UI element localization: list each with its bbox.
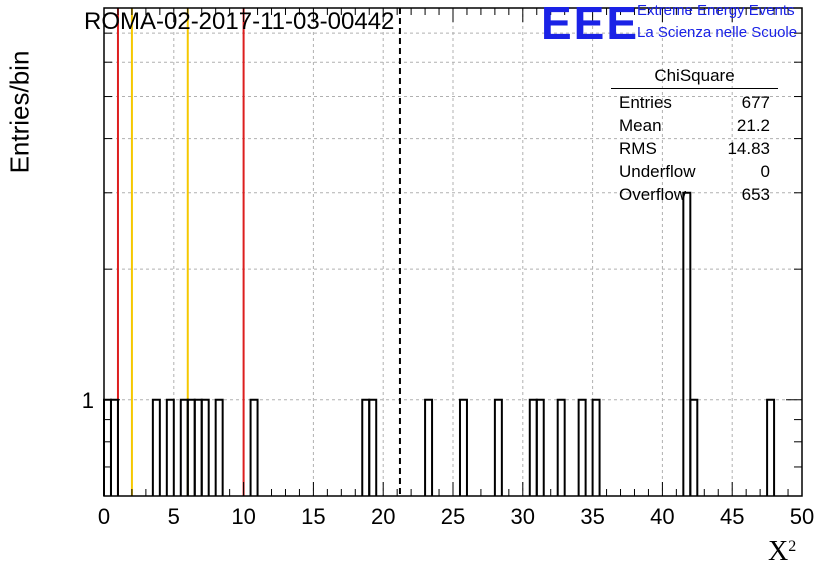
histogram-bar <box>151 398 161 496</box>
x-tick-label: 20 <box>371 504 395 529</box>
histogram-bar <box>368 398 378 496</box>
x-tick-label: 25 <box>441 504 465 529</box>
x-tick-label: 45 <box>720 504 744 529</box>
chart-title: ROMA-02-2017-11-03-00442 <box>84 8 395 35</box>
x-tick-label: 0 <box>98 504 110 529</box>
stats-label: Mean <box>619 116 662 135</box>
x-axis-label: X2 <box>768 536 796 568</box>
histogram-bar <box>493 398 503 496</box>
histogram-bar <box>165 398 175 496</box>
stats-label: Entries <box>619 93 672 112</box>
stats-value: 653 <box>741 185 770 204</box>
stats-value: 14.83 <box>727 139 770 158</box>
histogram-bar <box>535 398 545 496</box>
histogram-bar <box>193 398 203 496</box>
logo-line-1: Extreme Energy Events <box>637 2 795 19</box>
histogram-bar <box>577 398 587 496</box>
stats-label: Underflow <box>619 162 696 181</box>
histogram-bar <box>361 398 371 496</box>
stats-value: 21.2 <box>736 116 770 135</box>
x-tick-label: 30 <box>511 504 535 529</box>
x-tick-label: 50 <box>790 504 814 529</box>
x-tick-label: 5 <box>168 504 180 529</box>
stats-box: ChiSquare Entries 677 Mean 21.2 RMS 14.83 U… <box>611 66 778 206</box>
histogram-bar <box>424 398 434 496</box>
histogram-bar <box>528 398 538 496</box>
x-tick-label: 35 <box>580 504 604 529</box>
stats-row-overflow: Overflow 653 <box>611 183 778 206</box>
y-axis-label: Entries/bin <box>4 50 35 174</box>
stats-row-mean: Mean 21.2 <box>611 114 778 137</box>
x-tick-label: 10 <box>231 504 255 529</box>
x-tick-label: 15 <box>301 504 325 529</box>
stats-title: ChiSquare <box>611 66 778 89</box>
x-axis-label-base: X <box>768 536 789 567</box>
stats-row-entries: Entries 677 <box>611 91 778 114</box>
histogram-bar <box>186 398 196 496</box>
stats-value: 677 <box>741 93 770 112</box>
histogram-bar <box>103 398 112 496</box>
x-axis-ticks: 0 5 10 15 20 25 30 35 40 45 50 <box>98 8 814 529</box>
histogram-bar <box>200 398 210 496</box>
x-axis-label-sup: 2 <box>788 538 797 555</box>
histogram-bar <box>689 398 699 496</box>
histogram-bar <box>556 398 566 496</box>
y-axis-ticks: 1 <box>82 32 802 468</box>
stats-label: Overflow <box>619 185 687 204</box>
stats-row-underflow: Underflow 0 <box>611 160 778 183</box>
histogram-bar <box>109 398 119 496</box>
histogram-bar <box>591 398 601 496</box>
grid-lines <box>104 8 802 496</box>
x-tick-label: 40 <box>650 504 674 529</box>
histogram-bar <box>214 398 224 496</box>
histogram-bars <box>103 191 776 496</box>
histogram-bar <box>458 398 468 496</box>
y-tick-label: 1 <box>82 388 94 413</box>
stats-row-rms: RMS 14.83 <box>611 137 778 160</box>
stats-value: 0 <box>760 162 770 181</box>
histogram-bar <box>682 191 692 496</box>
eee-logo: EEE <box>541 0 640 49</box>
histogram-bar <box>249 398 259 496</box>
histogram-bar <box>766 398 776 496</box>
histogram-bar <box>179 398 189 496</box>
logo-line-2: La Scienza nelle Scuole <box>637 24 798 41</box>
stats-label: RMS <box>619 139 657 158</box>
